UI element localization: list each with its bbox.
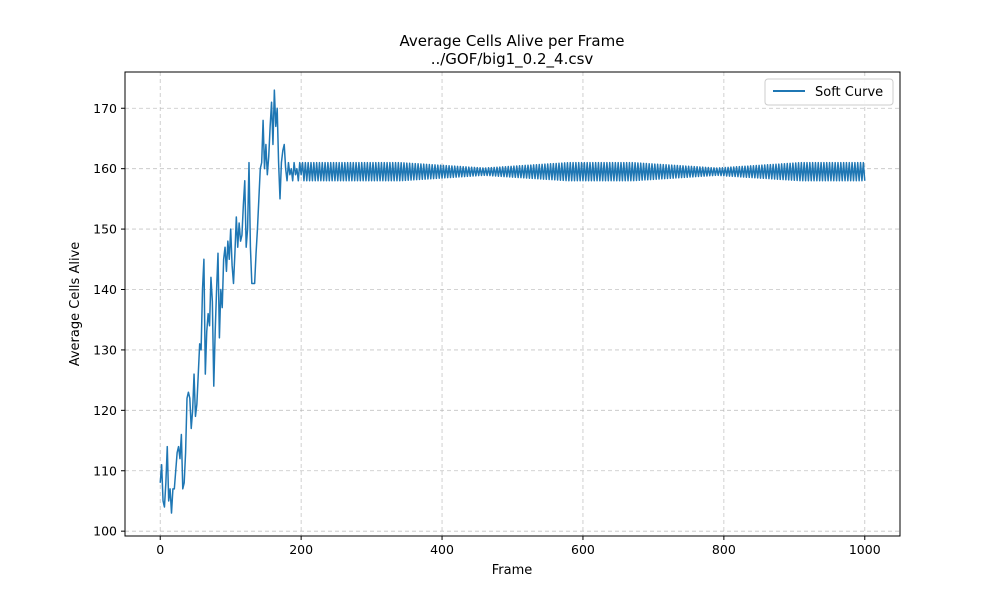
- axes: [121, 71, 901, 540]
- x-tick-label: 0: [156, 542, 164, 557]
- x-tick-label: 200: [289, 542, 313, 557]
- x-tick-label: 600: [571, 542, 595, 557]
- y-tick-label: 100: [93, 524, 117, 539]
- y-tick-label: 110: [93, 463, 117, 478]
- legend-label: Soft Curve: [815, 85, 883, 100]
- tick-labels: 0 200 400 600 800 1000 100 110 120 130 140 150 160 17…: [93, 101, 881, 557]
- legend: Soft Curve: [764, 78, 894, 106]
- series-line-soft-curve: [159, 89, 866, 514]
- x-tick-label: 1000: [849, 542, 881, 557]
- y-tick-label: 140: [93, 282, 117, 297]
- y-tick-label: 160: [93, 161, 117, 176]
- y-axis-label: Average Cells Alive: [68, 242, 83, 367]
- legend-box: [764, 78, 894, 106]
- x-axis-label: Frame: [492, 563, 533, 578]
- y-tick-label: 120: [93, 403, 117, 418]
- y-tick-label: 130: [93, 342, 117, 357]
- grid: [125, 72, 900, 536]
- y-tick-label: 150: [93, 222, 117, 237]
- chart-title: Average Cells Alive per Frame: [400, 32, 625, 50]
- x-tick-label: 800: [712, 542, 736, 557]
- chart-subtitle: ../GOF/big1_0.2_4.csv: [431, 50, 594, 69]
- x-tick-label: 400: [430, 542, 454, 557]
- plot-area: [159, 89, 866, 514]
- y-tick-label: 170: [93, 101, 117, 116]
- axes-frame: [124, 71, 901, 537]
